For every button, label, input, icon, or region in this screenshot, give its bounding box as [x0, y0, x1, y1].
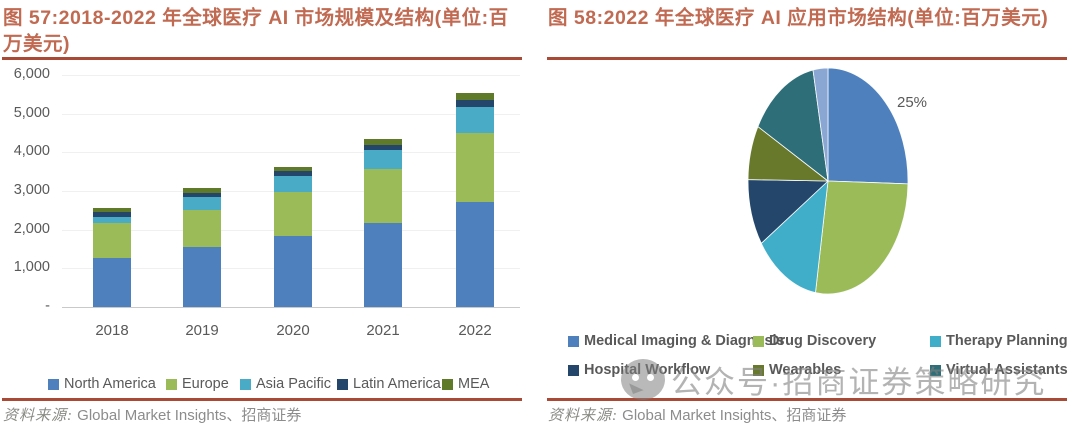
bar-segment-asia-pacific — [456, 107, 494, 133]
legend-swatch — [930, 364, 941, 376]
figure-57-title: 图 57:2018-2022 年全球医疗 AI 市场规模及结构(单位:百万美元) — [3, 7, 509, 55]
bar-segment-europe — [274, 191, 312, 237]
bar-segment-mea — [274, 166, 312, 172]
legend-item-north-america: North America — [48, 376, 156, 392]
legend-item-therapy-planning: Therapy Planning — [930, 333, 1068, 349]
y-axis-tick-label: 3,000 — [13, 182, 50, 198]
legend-item-europe: Europe — [166, 376, 229, 392]
legend-swatch — [442, 378, 453, 390]
source-prefix: 资料来源: — [548, 408, 618, 424]
bar-segment-mea — [456, 93, 494, 101]
legend-label: MEA — [458, 376, 490, 392]
legend-item-mea: MEA — [442, 376, 489, 392]
y-axis-tick-label: 6,000 — [13, 66, 50, 82]
legend-item-virtual-assistants: Virtual Assistants — [930, 362, 1068, 378]
legend-swatch — [166, 378, 177, 390]
legend-item-hospital-workflow: Hospital Workflow — [568, 362, 710, 378]
legend-label: Asia Pacific — [256, 376, 331, 392]
figure-57-source-divider — [2, 398, 522, 401]
bar-segment-north-america — [456, 201, 494, 307]
bar-segment-europe — [183, 209, 221, 248]
pie-slice-therapy-planning — [760, 179, 829, 294]
legend-item-asia-pacific: Asia Pacific — [240, 376, 331, 392]
y-axis-tick-label: 5,000 — [13, 104, 50, 121]
legend-swatch — [337, 378, 348, 390]
y-axis-tick-label: - — [45, 298, 50, 314]
legend-label: North America — [64, 376, 156, 392]
bar-segment-mea — [183, 188, 221, 193]
bar-segment-mea — [364, 139, 402, 145]
pie-slice-virtual-assistants — [757, 69, 829, 182]
pie-slice-drug-discovery — [815, 180, 909, 295]
source-text: Global Market Insights、招商证券 — [77, 407, 302, 424]
figure-57-panel: 图 57:2018-2022 年全球医疗 AI 市场规模及结构(单位:百万美元)… — [0, 0, 528, 428]
legend-label: Therapy Planning — [946, 333, 1068, 349]
bar-segment-latin-america — [364, 144, 402, 151]
legend-swatch — [48, 378, 59, 390]
legend-swatch — [753, 364, 764, 376]
figure-58-title: 图 58:2022 年全球医疗 AI 应用市场结构(单位:百万美元) — [548, 7, 1049, 29]
bar-segment-north-america — [274, 236, 312, 307]
bar-segment-asia-pacific — [183, 196, 221, 210]
gridline — [62, 152, 520, 154]
legend-label: Virtual Assistants — [946, 362, 1068, 378]
bar-segment-europe — [93, 223, 131, 258]
bar-segment-north-america — [93, 257, 131, 307]
source-text: Global Market Insights、招商证券 — [622, 407, 847, 424]
legend-item-medical-imaging-diagnosis: Medical Imaging & Diagnosis — [568, 333, 785, 349]
x-axis-tick-label: 2018 — [95, 322, 129, 339]
x-axis-tick-label: 2022 — [458, 322, 492, 339]
legend-label: Drug Discovery — [769, 333, 877, 349]
bar-segment-north-america — [364, 222, 402, 307]
figure-58-title-underline — [547, 57, 1067, 60]
pie-slice-unlabeled — [812, 67, 829, 182]
figure-57-title-underline — [2, 57, 522, 60]
bar-segment-europe — [364, 168, 402, 223]
bar-segment-europe — [456, 133, 494, 202]
legend-label: Europe — [182, 376, 229, 392]
x-axis-tick-label: 2020 — [276, 322, 310, 339]
y-axis-tick-label: 2,000 — [13, 220, 50, 237]
gridline — [62, 75, 520, 76]
legend-label: Medical Imaging & Diagnosis — [584, 333, 785, 349]
pie-chart — [747, 67, 909, 295]
bar-segment-asia-pacific — [93, 216, 131, 224]
figure-57-source: 资料来源: Global Market Insights、招商证券 — [3, 404, 528, 425]
y-axis-tick-label: 1,000 — [13, 259, 50, 276]
figure-58-panel: 图 58:2022 年全球医疗 AI 应用市场结构(单位:百万美元) 25% M… — [545, 0, 1073, 428]
legend-swatch — [568, 335, 579, 347]
x-axis-baseline — [62, 307, 520, 308]
bar-segment-asia-pacific — [364, 150, 402, 169]
legend-item-wearables: Wearables — [753, 362, 841, 378]
bar-segment-latin-america — [274, 171, 312, 176]
pie-slice-data-label: 25% — [897, 94, 928, 111]
bar-segment-mea — [93, 207, 131, 213]
bar-segment-latin-america — [456, 100, 494, 108]
bar-segment-north-america — [183, 247, 221, 307]
legend-item-latin-america: Latin America — [337, 376, 441, 392]
bar-segment-asia-pacific — [274, 175, 312, 192]
y-axis-tick-label: 4,000 — [13, 143, 50, 160]
legend-label: Latin America — [353, 376, 441, 392]
legend-label: Hospital Workflow — [584, 362, 711, 378]
legend-swatch — [568, 364, 579, 376]
pie-slice-medical-imaging-diagnosis — [827, 67, 909, 185]
bar-segment-latin-america — [93, 212, 131, 217]
figure-58-source: 资料来源: Global Market Insights、招商证券 — [548, 404, 1073, 425]
source-prefix: 资料来源: — [3, 408, 73, 424]
gridline — [62, 113, 520, 115]
legend-item-drug-discovery: Drug Discovery — [753, 333, 876, 349]
legend-swatch — [930, 335, 941, 347]
figure-58-source-divider — [547, 398, 1067, 401]
x-axis-tick-label: 2021 — [366, 322, 400, 339]
legend-swatch — [240, 378, 251, 390]
stacked-bar-chart: 6,000 5,000 4,000 3,000 2,000 1,000 - 2018 2019 2… — [0, 58, 528, 398]
legend-swatch — [753, 335, 764, 347]
x-axis-tick-label: 2019 — [185, 322, 219, 339]
legend-label: Wearables — [769, 362, 842, 378]
bar-segment-latin-america — [183, 192, 221, 197]
